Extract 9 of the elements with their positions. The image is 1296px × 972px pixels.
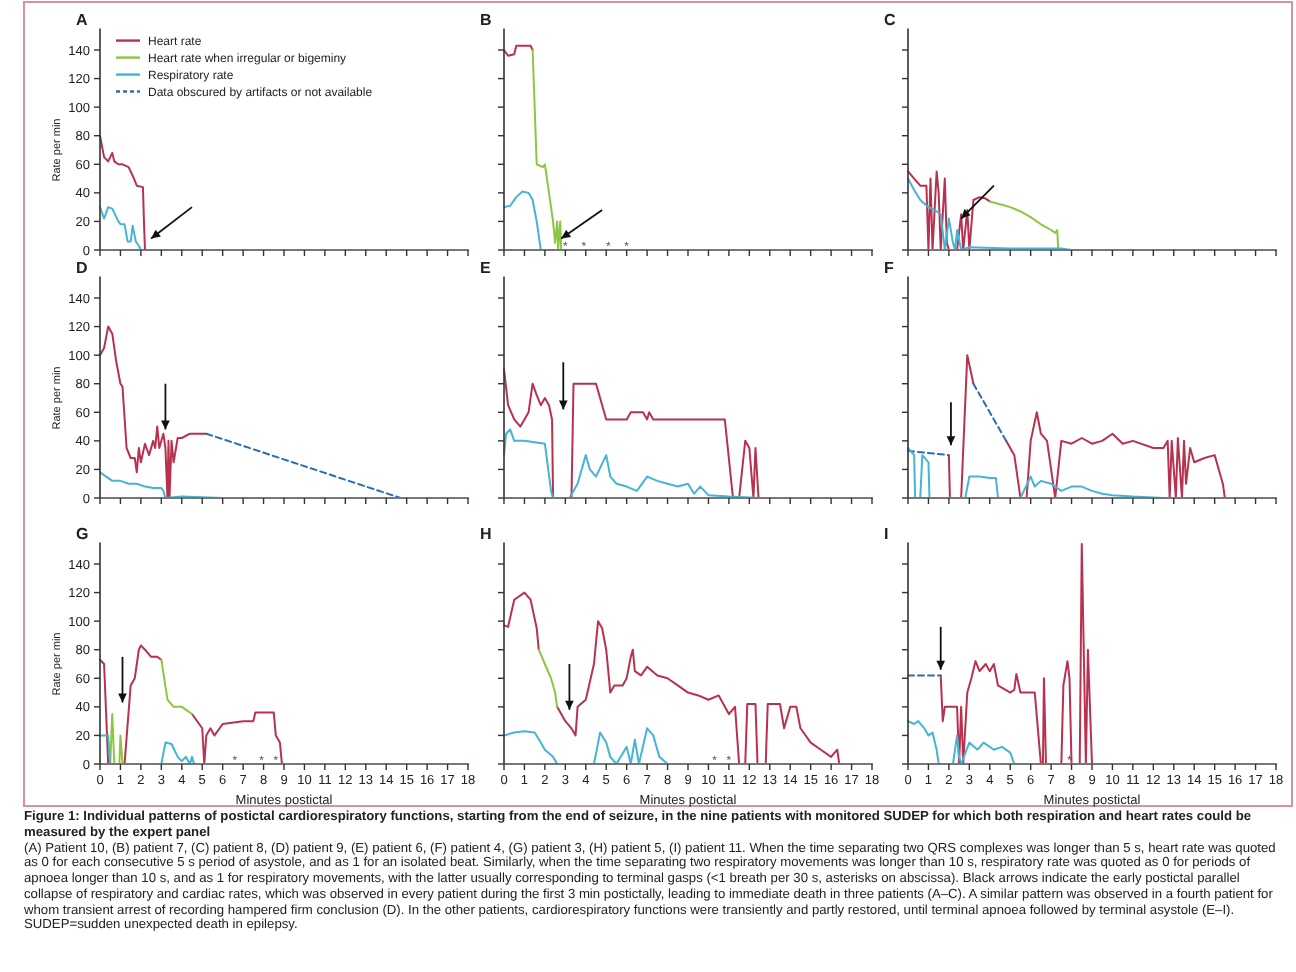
chart-title: B	[480, 10, 492, 29]
chart-title: H	[480, 524, 492, 543]
chart-title: G	[76, 524, 89, 543]
chart-title: C	[884, 10, 896, 29]
chart-title: E	[480, 258, 492, 277]
chart-title: A	[76, 10, 88, 29]
chart-title: I	[884, 524, 889, 543]
chart-title: D	[76, 258, 88, 277]
chart-title: F	[884, 258, 894, 277]
